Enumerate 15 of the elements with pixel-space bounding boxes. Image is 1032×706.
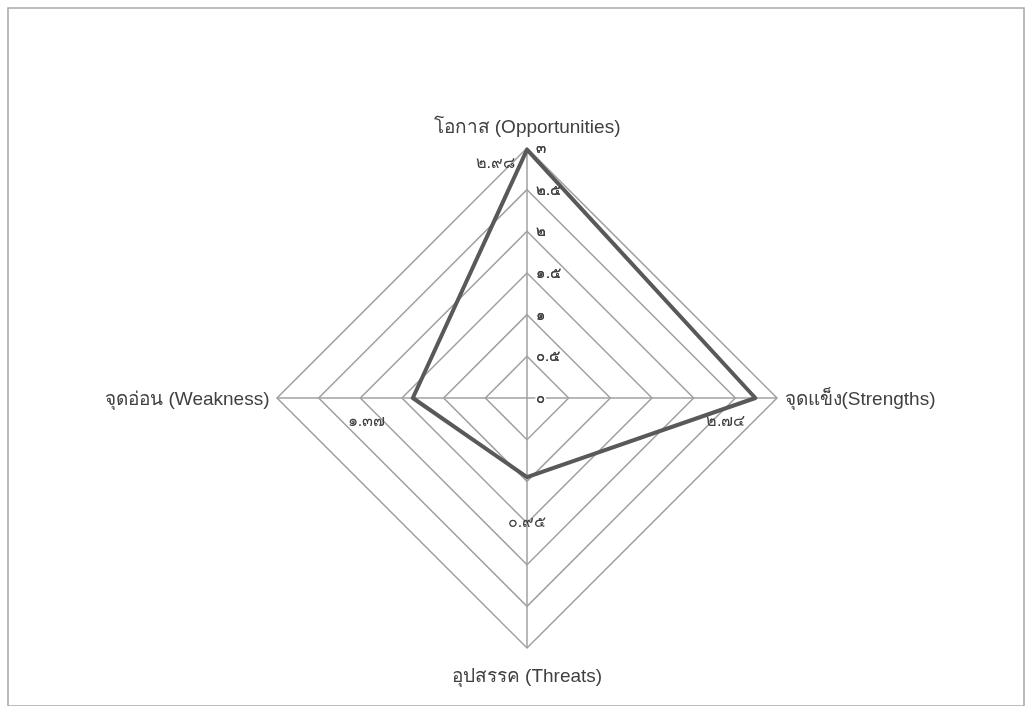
y-tick-label: ๒.๕ bbox=[536, 180, 562, 198]
data-label: ๒.๗๔ bbox=[705, 412, 746, 429]
data-label: ๒.๙๘ bbox=[475, 153, 515, 171]
y-tick-label: ๑.๕ bbox=[536, 264, 562, 281]
y-tick-label: ๐ bbox=[536, 389, 545, 406]
y-tick-label: ๐.๕ bbox=[536, 347, 561, 365]
y-tick-label: ๑ bbox=[536, 305, 546, 323]
spoke-label: อุปสรรค (Threats) bbox=[451, 664, 603, 688]
data-label: ๑.๓๗ bbox=[347, 412, 386, 429]
y-tick-label: ๒ bbox=[536, 222, 546, 240]
y-tick-label: ๓ bbox=[536, 139, 546, 156]
spoke-label: จุดอ่อน (Weakness) bbox=[105, 388, 270, 411]
data-label: ๐.๙๕ bbox=[507, 513, 547, 531]
spoke-label: โอกาส (Opportunities) bbox=[433, 114, 621, 137]
spoke-label: จุดแข็ง(Strengths) bbox=[784, 386, 936, 411]
